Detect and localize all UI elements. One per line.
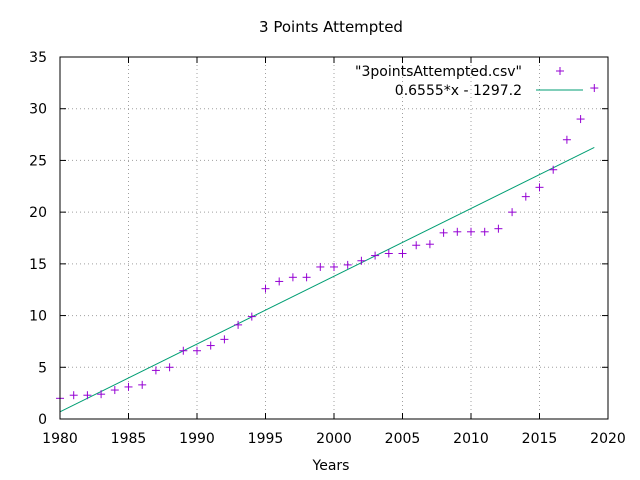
- data-point: [480, 227, 489, 236]
- data-point: [384, 249, 393, 258]
- data-point: [302, 273, 311, 282]
- data-point: [151, 366, 160, 375]
- chart-title: 3 Points Attempted: [259, 18, 403, 36]
- data-point: [110, 386, 119, 395]
- legend-marker-scatter: [556, 67, 564, 75]
- data-point: [179, 346, 188, 355]
- x-tick-label: 1995: [248, 431, 284, 447]
- data-point: [398, 249, 407, 258]
- x-tick-label: 1990: [179, 431, 215, 447]
- y-tick-label: 20: [29, 205, 47, 221]
- y-tick-label: 15: [29, 257, 47, 273]
- data-point: [508, 208, 517, 217]
- y-tick-label: 10: [29, 309, 47, 325]
- data-point: [69, 391, 78, 400]
- data-point: [247, 312, 256, 321]
- y-tick-label: 25: [29, 153, 47, 169]
- data-point: [521, 192, 530, 201]
- legend-plus: [556, 67, 564, 75]
- data-point: [97, 390, 106, 399]
- x-axis-label: Years: [312, 458, 350, 474]
- y-tick-label: 0: [38, 412, 47, 428]
- data-point: [220, 335, 229, 344]
- data-point: [412, 241, 421, 250]
- x-tick-label: 2005: [385, 431, 421, 447]
- data-point: [590, 84, 599, 93]
- data-point: [549, 165, 558, 174]
- data-point: [562, 135, 571, 144]
- x-tick-label: 1980: [42, 431, 78, 447]
- grid: [60, 57, 608, 419]
- y-tick-label: 35: [29, 50, 47, 66]
- series-layer: [56, 84, 599, 413]
- data-point: [535, 183, 544, 192]
- data-point: [165, 363, 174, 372]
- data-point: [206, 341, 215, 350]
- data-point: [371, 251, 380, 260]
- data-point: [576, 115, 585, 124]
- legend-label-fit: 0.6555*x - 1297.2: [395, 83, 522, 99]
- x-tick-label: 2000: [316, 431, 352, 447]
- data-point: [124, 382, 133, 391]
- data-point: [494, 224, 503, 233]
- data-point: [467, 227, 475, 236]
- tick-labels: 1980 1985 1990 1995 2000 2005 2010 2015 20200510…: [29, 50, 626, 447]
- data-point: [425, 240, 434, 249]
- x-tick-label: 2020: [590, 431, 626, 447]
- data-point: [83, 391, 92, 400]
- data-point: [261, 284, 270, 293]
- x-tick-label: 2015: [522, 431, 558, 447]
- data-point: [288, 273, 297, 282]
- data-point: [439, 228, 448, 237]
- legend: "3pointsAttempted.csv" 0.6555*x - 1297.2: [355, 64, 583, 99]
- y-tick-label: 30: [29, 102, 47, 118]
- data-point: [343, 260, 352, 269]
- x-tick-label: 1985: [111, 431, 147, 447]
- x-tick-label: 2010: [453, 431, 489, 447]
- data-point: [330, 262, 338, 271]
- data-point: [453, 227, 462, 236]
- plot-frame: [59, 56, 609, 420]
- data-point: [138, 380, 147, 389]
- data-point: [357, 256, 366, 265]
- data-point: [275, 277, 284, 286]
- y-tick-label: 5: [38, 360, 47, 376]
- fit-line: [59, 147, 595, 413]
- data-point: [234, 320, 243, 329]
- legend-label-scatter: "3pointsAttempted.csv": [355, 64, 522, 80]
- data-point: [316, 262, 325, 271]
- data-point: [193, 346, 201, 355]
